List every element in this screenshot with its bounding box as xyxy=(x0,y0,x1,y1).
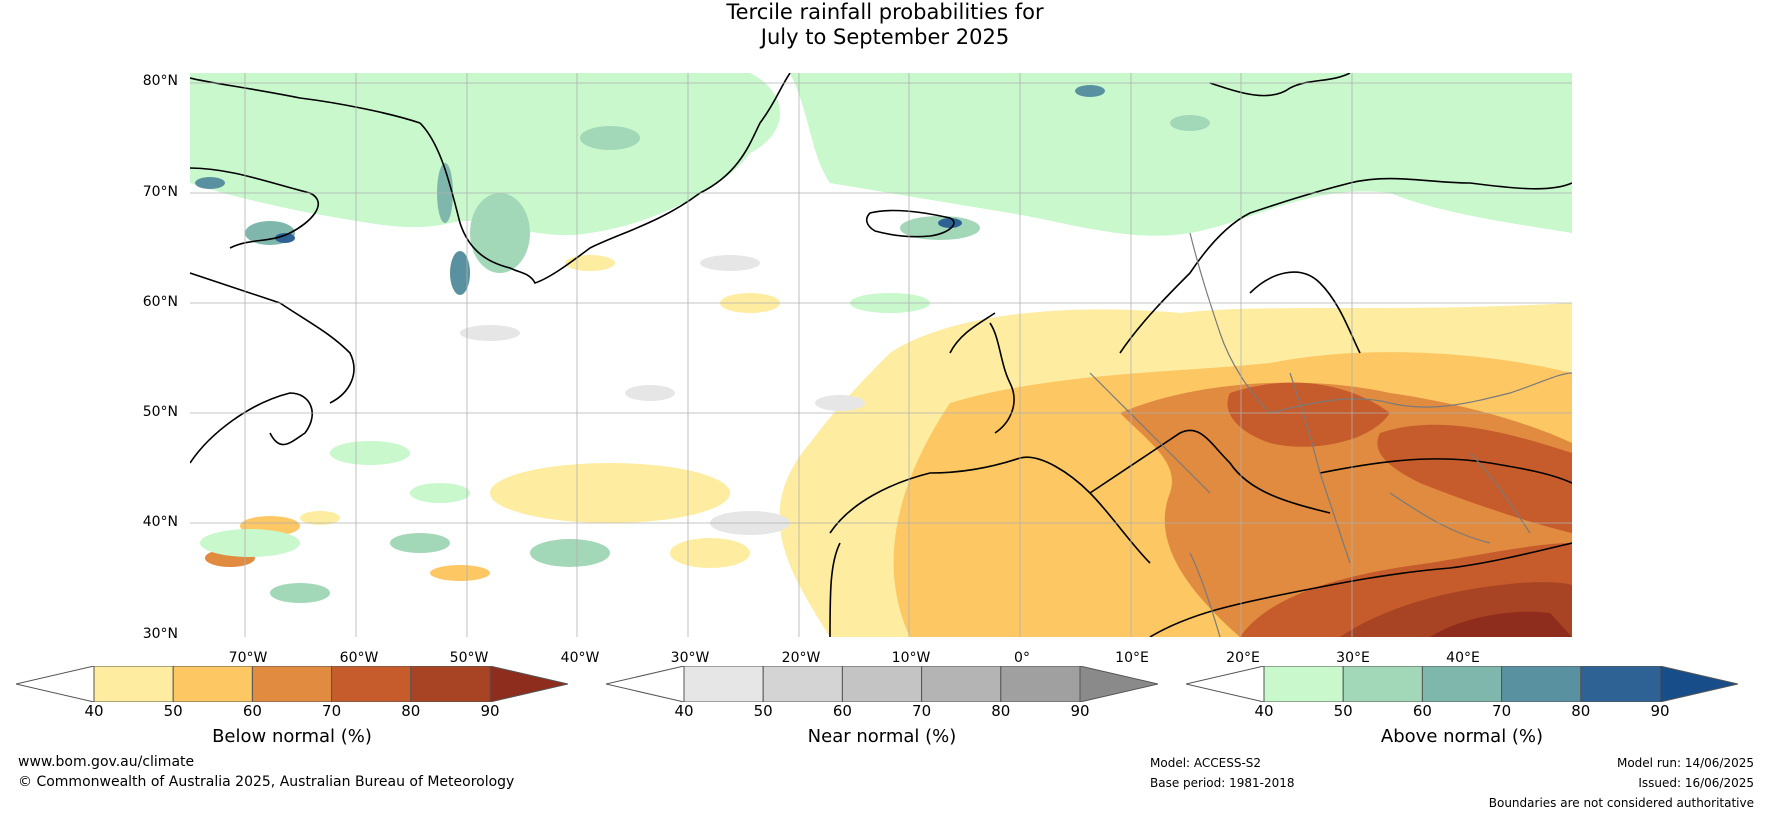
legend-below-box xyxy=(410,666,491,702)
lon-label-20w: 20°W xyxy=(781,650,821,666)
legend-near-tick: 70 xyxy=(912,702,932,720)
legend-above-low-extension xyxy=(1186,666,1265,702)
lon-label-20e: 20°E xyxy=(1226,650,1260,666)
legend-bar-above xyxy=(1186,666,1738,702)
lon-label-30e: 30°E xyxy=(1336,650,1370,666)
lon-label-0: 0° xyxy=(1014,650,1030,666)
legend-near-box xyxy=(921,666,1002,702)
legend-near-tick: 50 xyxy=(753,702,773,720)
legend-below-tick: 80 xyxy=(401,702,421,720)
legend-above-box xyxy=(1342,666,1423,702)
lon-label-30w: 30°W xyxy=(670,650,710,666)
legend-near-box xyxy=(841,666,923,702)
legend-above-box xyxy=(1501,666,1582,702)
legend-near-tick: 40 xyxy=(674,702,694,720)
lon-label-70w: 70°W xyxy=(228,650,268,666)
lat-label-30n: 30°N xyxy=(142,626,178,642)
lon-label-10w: 10°W xyxy=(891,650,931,666)
disclaimer-text: Boundaries are not considered authoritat… xyxy=(1488,796,1754,810)
map-svg xyxy=(189,72,1580,638)
legend-above-box xyxy=(1580,666,1661,702)
base-period-text: Base period: 1981-2018 xyxy=(1150,776,1295,790)
legend-bar-near xyxy=(606,666,1158,702)
legend-above-tick: 90 xyxy=(1650,702,1670,720)
legend-above-box xyxy=(1421,666,1503,702)
legend-below-tick: 40 xyxy=(84,702,104,720)
legend-near-box xyxy=(683,666,764,702)
graticule xyxy=(190,73,1572,637)
lon-label-40e: 40°E xyxy=(1446,650,1480,666)
lat-label-80n: 80°N xyxy=(142,73,178,89)
legend-above-tick: 40 xyxy=(1254,702,1274,720)
below-normal-field xyxy=(205,75,1572,637)
legend-above-tick: 60 xyxy=(1412,702,1432,720)
legend-below-tick: 70 xyxy=(322,702,342,720)
title-line-2: July to September 2025 xyxy=(760,25,1010,49)
legend-near-tick: 60 xyxy=(832,702,852,720)
legend-title-above: Above normal (%) xyxy=(1380,726,1544,747)
legend-above-tick: 80 xyxy=(1571,702,1591,720)
legend-near-tick: 90 xyxy=(1070,702,1090,720)
lat-label-70n: 70°N xyxy=(142,184,178,200)
legend-near-box xyxy=(1000,666,1081,702)
legend-above-box xyxy=(1263,666,1344,702)
legend-near-box xyxy=(762,666,843,702)
legend-below-tick: 90 xyxy=(480,702,500,720)
legend-below-box xyxy=(331,666,412,702)
title-line-1: Tercile rainfall probabilities for xyxy=(726,0,1044,24)
lat-label-60n: 60°N xyxy=(142,294,178,310)
lat-label-40n: 40°N xyxy=(142,514,178,530)
country-borders xyxy=(1089,232,1573,638)
model-text: Model: ACCESS-S2 xyxy=(1150,756,1262,770)
lon-label-40w: 40°W xyxy=(560,650,600,666)
legend-below-box xyxy=(251,666,333,702)
above-normal-field xyxy=(190,73,1572,603)
lat-label-50n: 50°N xyxy=(142,404,178,420)
legend-bar-below xyxy=(16,666,568,702)
legend-below-low-extension xyxy=(16,666,95,702)
lon-label-10e: 10°E xyxy=(1115,650,1149,666)
legend-near-high-extension xyxy=(1079,666,1158,702)
legend-below-tick: 60 xyxy=(242,702,262,720)
chart-title: Tercile rainfall probabilities for July … xyxy=(0,0,1770,50)
website-link[interactable]: www.bom.gov.au/climate xyxy=(18,754,195,770)
issued-text: Issued: 16/06/2025 xyxy=(1638,776,1754,790)
legend-above-tick: 70 xyxy=(1492,702,1512,720)
forecast-map xyxy=(189,72,1580,638)
legend-below-tick: 50 xyxy=(163,702,183,720)
legend-title-below: Below normal (%) xyxy=(212,726,372,747)
legend-title-near: Near normal (%) xyxy=(807,726,957,747)
lon-label-50w: 50°W xyxy=(449,650,489,666)
lon-label-60w: 60°W xyxy=(339,650,379,666)
legend-above-tick: 50 xyxy=(1333,702,1353,720)
legend-above-high-extension xyxy=(1659,666,1738,702)
legend-below-high-extension xyxy=(489,666,568,702)
model-run-text: Model run: 14/06/2025 xyxy=(1616,756,1754,770)
copyright-text: © Commonwealth of Australia 2025, Austra… xyxy=(18,774,515,790)
legend-below-box xyxy=(93,666,174,702)
legend-near-low-extension xyxy=(606,666,685,702)
legend-below-box xyxy=(172,666,253,702)
legend-near-tick: 80 xyxy=(991,702,1011,720)
